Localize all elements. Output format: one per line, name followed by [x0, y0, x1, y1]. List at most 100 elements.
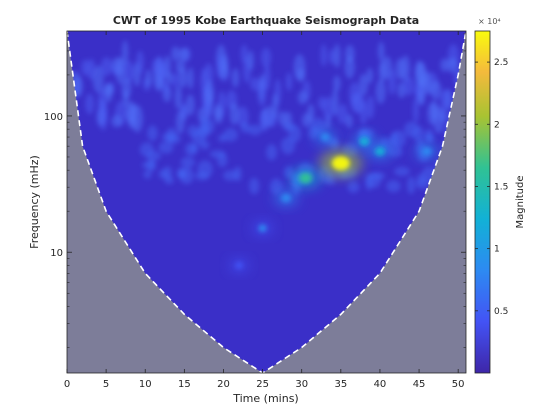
x-tick-label: 0 [64, 379, 70, 390]
texture-blob [297, 90, 308, 105]
x-tick-label: 30 [295, 379, 308, 390]
texture-blob [161, 132, 176, 142]
texture-blob [115, 56, 126, 85]
chart-title: CWT of 1995 Kobe Earthquake Seismograph … [113, 14, 419, 27]
texture-blob [201, 118, 215, 135]
texture-blob [347, 181, 360, 193]
texture-blob [185, 94, 195, 116]
texture-blob [414, 84, 421, 99]
colorbar-gradient [475, 31, 490, 373]
x-tick-label: 40 [374, 379, 387, 390]
texture-blob [337, 103, 348, 124]
colorbar-ticks: 0.5 1 1.5 2 2.5 [475, 58, 508, 317]
texture-blob [358, 73, 369, 96]
scalogram-texture [67, 40, 466, 195]
y-tick-label: 10 [50, 248, 63, 259]
x-tick-label: 35 [334, 379, 347, 390]
texture-blob [202, 98, 211, 119]
texture-blob [293, 54, 306, 81]
texture-blob [263, 63, 271, 91]
texture-blob [320, 44, 328, 67]
colorbar-tick-label: 2 [494, 120, 500, 130]
texture-blob [395, 58, 406, 80]
texture-blob [322, 96, 334, 121]
texture-blob [178, 47, 189, 62]
texture-blob [223, 128, 238, 142]
x-axis: 0 5 10 15 20 25 30 35 40 45 50 [64, 31, 465, 390]
texture-blob [333, 43, 341, 68]
texture-blob [217, 152, 228, 168]
texture-blob [236, 106, 249, 128]
texture-blob [121, 40, 129, 66]
texture-blob [125, 101, 137, 125]
colorbar: 0.5 1 1.5 2 2.5 × 10⁴ Magnitude [474, 17, 526, 374]
texture-blob [366, 67, 374, 84]
x-tick-label: 5 [103, 379, 109, 390]
texture-blob [344, 55, 355, 79]
texture-blob [377, 41, 385, 62]
texture-blob [187, 124, 199, 137]
texture-blob [269, 178, 283, 195]
texture-blob [158, 141, 174, 154]
texture-blob [407, 176, 416, 194]
texture-blob [403, 76, 415, 96]
texture-blob [240, 122, 251, 134]
texture-blob [223, 170, 238, 181]
texture-blob [194, 171, 210, 181]
hotspot-core [320, 133, 330, 142]
texture-blob [440, 89, 452, 112]
plot-area [67, 31, 466, 373]
colorbar-tick-label: 1 [494, 245, 500, 255]
texture-blob [200, 67, 209, 94]
x-tick-label: 50 [452, 379, 465, 390]
y-tick-label: 100 [44, 112, 63, 123]
plot-frame [66, 30, 467, 374]
texture-blob [440, 58, 449, 72]
texture-blob [157, 61, 168, 80]
texture-blob [328, 48, 336, 65]
texture-blob [404, 121, 419, 138]
texture-blob [247, 124, 262, 136]
texture-blob [371, 171, 386, 181]
texture-blob [171, 46, 180, 62]
texture-blob [180, 102, 187, 120]
texture-blob [176, 167, 186, 179]
texture-blob [271, 93, 279, 120]
texture-blob [375, 79, 386, 104]
colorbar-tick-label: 1.5 [494, 182, 508, 192]
x-tick-label: 45 [413, 379, 426, 390]
texture-blob [165, 71, 173, 85]
texture-blob [381, 56, 393, 80]
hotspot-core [235, 261, 243, 270]
hotspot-core [331, 156, 350, 171]
cone-of-influence [67, 31, 466, 373]
texture-blob [430, 80, 442, 100]
hotspot-core [281, 193, 291, 203]
colorbar-frame [474, 30, 491, 374]
texture-blob [144, 69, 152, 87]
texture-blob [147, 125, 158, 141]
texture-blob [146, 150, 161, 161]
texture-blob [366, 95, 375, 119]
texture-blob [266, 144, 278, 161]
x-tick-label: 25 [256, 379, 269, 390]
texture-blob [259, 108, 270, 132]
x-axis-label: Time (mins) [232, 392, 298, 405]
texture-blob [100, 57, 113, 76]
texture-blob [216, 53, 224, 79]
texture-blob [180, 156, 195, 168]
texture-blob [199, 140, 210, 150]
hotspot-core [422, 147, 432, 156]
y-axis: 10 100 [44, 33, 466, 348]
texture-blob [261, 47, 272, 68]
texture-blob [412, 97, 419, 124]
colorbar-label: Magnitude [515, 176, 526, 229]
texture-blob [301, 113, 312, 128]
texture-blob [158, 169, 168, 180]
texture-blob [143, 170, 152, 179]
texture-blob [164, 175, 174, 185]
texture-blob [162, 80, 170, 95]
texture-blob [333, 75, 341, 92]
texture-blob [229, 102, 239, 126]
